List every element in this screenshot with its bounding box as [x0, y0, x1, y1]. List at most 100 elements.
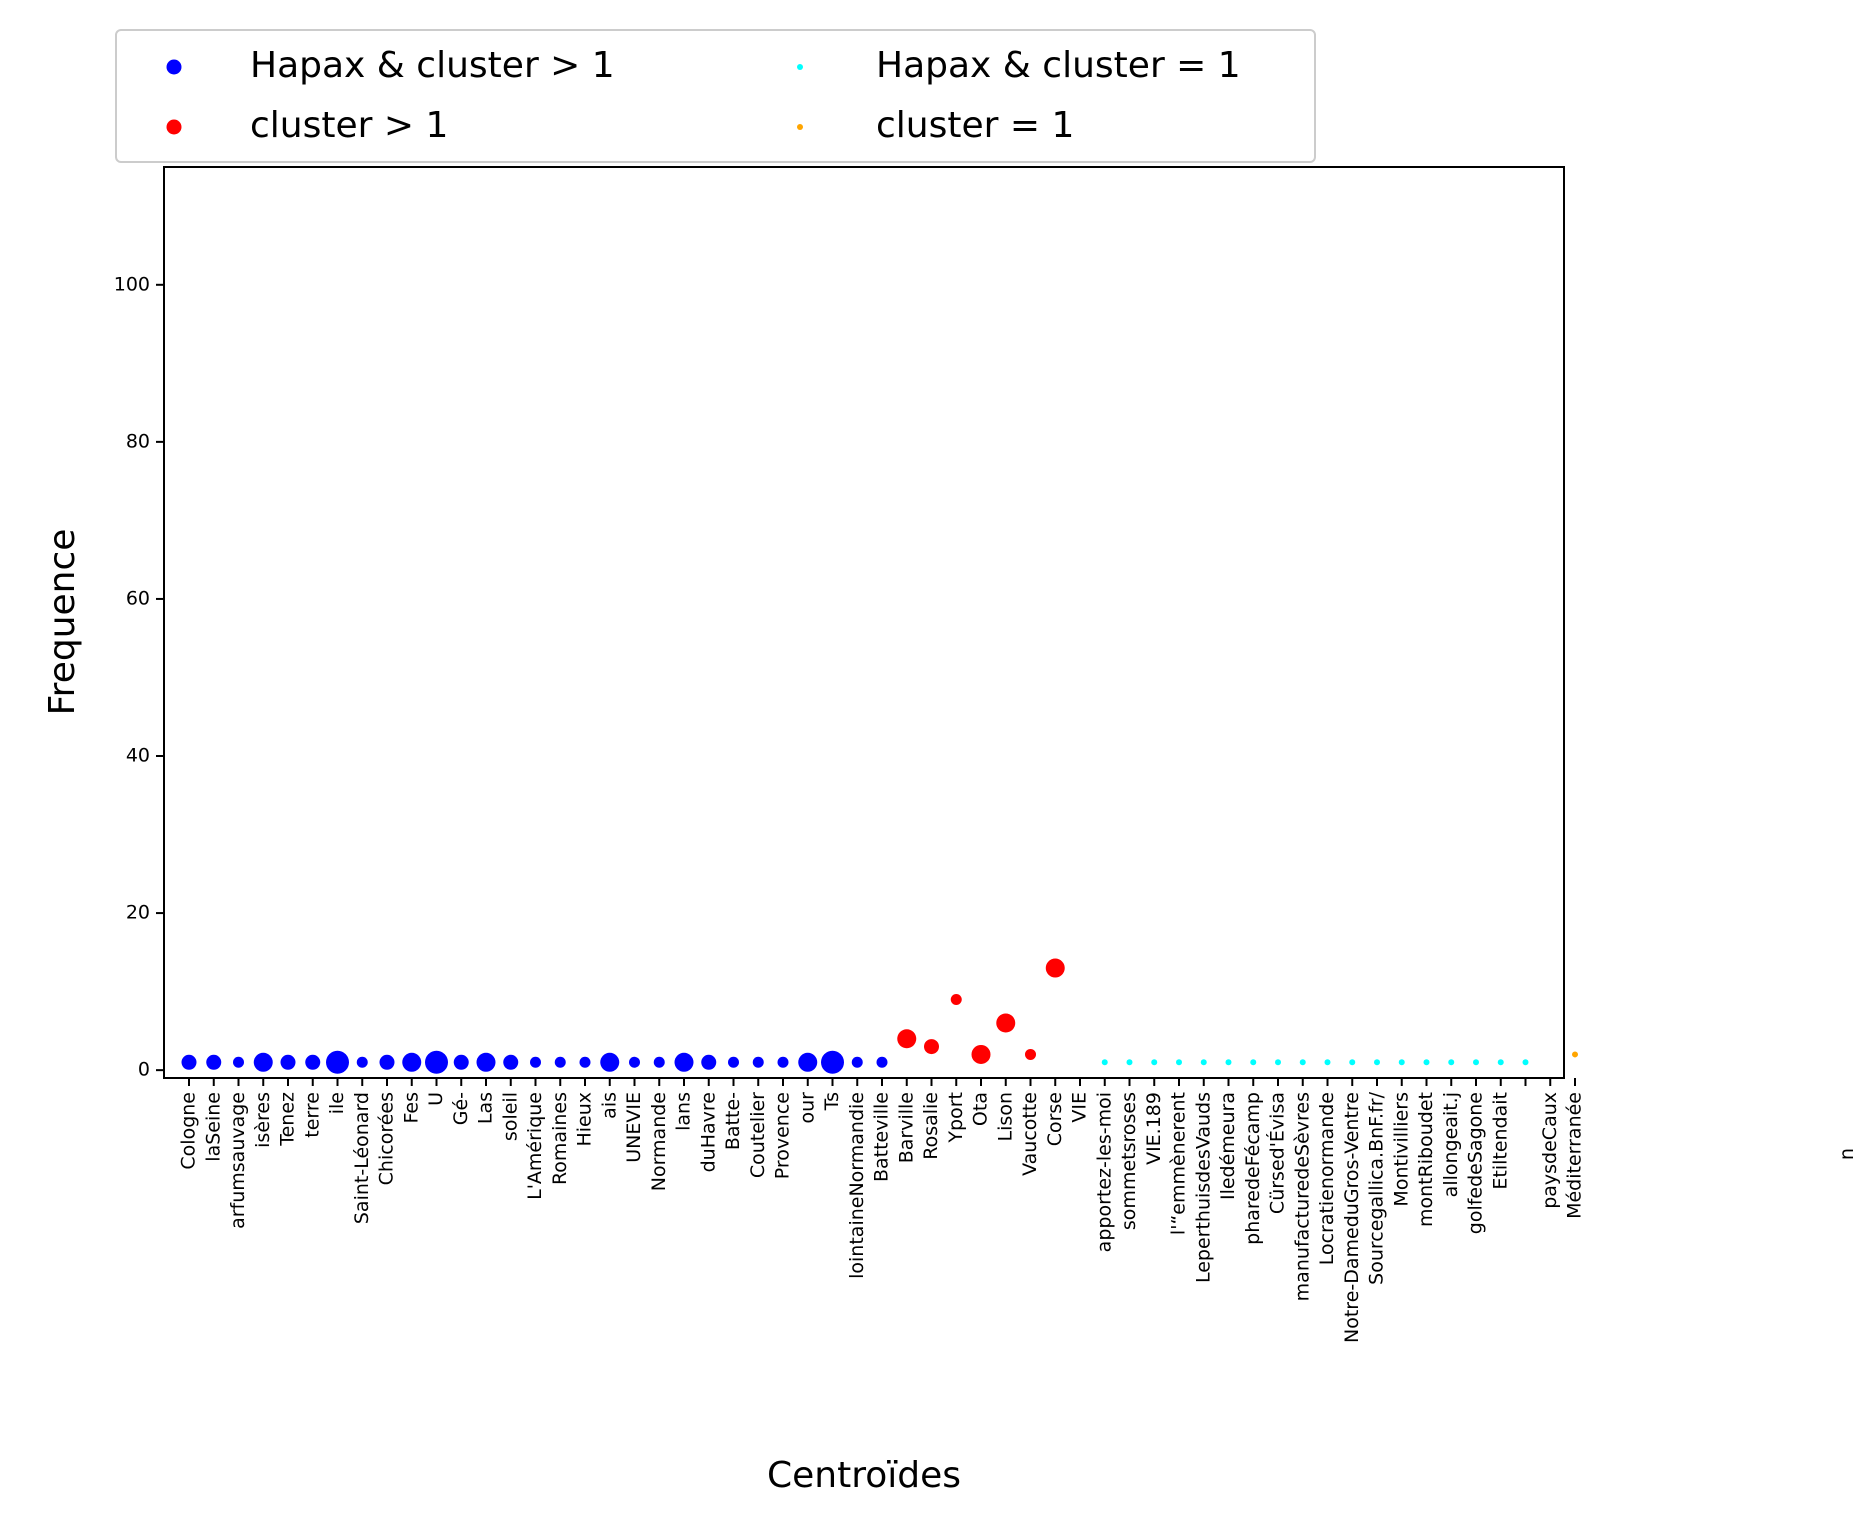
x-tick-label-batte: Batte- — [722, 1092, 744, 1150]
legend-marker-hapax-cluster-1 — [166, 59, 182, 75]
point-cluster-1-ota — [971, 1044, 991, 1064]
y-tick-label: 100 — [114, 273, 150, 295]
point-hapax-cluster-1-ile — [326, 1050, 349, 1074]
point-hapax-cluster-1-las — [476, 1052, 496, 1072]
x-tick-label-lointainenormandie: lointaineNormandie — [846, 1092, 868, 1279]
point-hapax-cluster-1-u — [425, 1050, 448, 1074]
y-tick-label: 60 — [126, 587, 150, 609]
point-hapax-cluster-1-l-am-rique — [530, 1056, 541, 1068]
x-tick-label-fes: Fes — [400, 1092, 422, 1123]
x-tick-label-apportez-les-moi: apportez-les-moi — [1093, 1092, 1115, 1252]
x-tick-label-lison: Lison — [994, 1092, 1016, 1141]
x-tick-label-m-diterran-e: Méditerranée — [1564, 1092, 1586, 1219]
legend: Hapax & cluster > 1 cluster > 1 Hapax & cl… — [115, 29, 1316, 163]
x-tick-label-l-am-rique: L'Amérique — [524, 1092, 546, 1200]
point-cluster-1-yport — [950, 993, 962, 1005]
x-tick-label-manufacturedes-vres: manufacturedeSèvres — [1291, 1092, 1313, 1301]
y-tick-label: 20 — [126, 902, 150, 924]
x-tick-label-yport: Yport — [945, 1092, 967, 1144]
x-tick-label-l-emm-nerent: l'“emmènerent — [1168, 1092, 1190, 1235]
x-tick-label-u: U — [425, 1092, 447, 1106]
legend-frame — [115, 29, 1316, 163]
point-hapax-cluster-1-hieux — [579, 1056, 591, 1068]
point-hapax-cluster-1-sommetsroses — [1126, 1059, 1133, 1066]
legend-label-hapax-cluster-1: Hapax & cluster = 1 — [876, 45, 1241, 86]
x-tick-label-golfedesagone: golfedeSagone — [1465, 1092, 1487, 1234]
point-hapax-cluster-1-golfedesagone — [1473, 1059, 1479, 1066]
point-hapax-cluster-1-blank — [1522, 1059, 1529, 1066]
point-cluster-1-rosalie — [924, 1039, 939, 1055]
point-hapax-cluster-1-laseine — [206, 1054, 222, 1070]
point-hapax-cluster-1-normande — [653, 1056, 665, 1068]
point-hapax-cluster-1-pharedef-camp — [1250, 1059, 1257, 1066]
point-hapax-cluster-1-lointainenormandie — [851, 1056, 863, 1068]
point-hapax-cluster-1-l-emm-nerent — [1176, 1059, 1182, 1066]
point-hapax-cluster-1-manufacturedes-vres — [1299, 1059, 1306, 1066]
point-hapax-cluster-1-duhavre — [701, 1054, 717, 1070]
x-tick-label-romaines: Romaines — [549, 1092, 571, 1185]
point-cluster-1-barville — [897, 1029, 917, 1049]
legend-label-hapax-cluster-1: Hapax & cluster > 1 — [250, 45, 615, 86]
point-hapax-cluster-1-sourcegallica-bnf-fr — [1374, 1059, 1380, 1066]
point-hapax-cluster-1-coutelier — [752, 1056, 764, 1068]
point-hapax-cluster-1-iled-meura — [1225, 1059, 1232, 1066]
x-tick-label-vaucotte: Vaucotte — [1019, 1092, 1041, 1176]
x-tick-label-montriboudet: montRiboudet — [1415, 1092, 1437, 1227]
x-tick-label-ile: ile — [326, 1092, 348, 1114]
point-hapax-cluster-1-notre-damedugros-ventre — [1349, 1059, 1356, 1066]
point-hapax-cluster-1-soleil — [503, 1054, 519, 1070]
x-tick-label-sommetsroses: sommetsroses — [1118, 1092, 1140, 1230]
point-hapax-cluster-1-unevie — [629, 1056, 640, 1068]
x-tick-label-tenez: Tenez — [277, 1092, 299, 1147]
point-hapax-cluster-1-ts — [821, 1050, 844, 1074]
x-tick-label-batteville: Batteville — [871, 1092, 893, 1182]
y-tick-label: 40 — [126, 745, 150, 767]
legend-label-cluster-1: cluster = 1 — [876, 105, 1074, 146]
x-tick-label-montivilliers: Montivilliers — [1390, 1092, 1412, 1207]
point-hapax-cluster-1-cologne — [181, 1054, 197, 1070]
point-hapax-cluster-1-montriboudet — [1423, 1059, 1430, 1066]
stray-label: u — [1838, 1148, 1860, 1160]
y-axis: 0 20 40 60 80 100 — [114, 273, 164, 1081]
point-hapax-cluster-1-our — [798, 1052, 818, 1072]
point-hapax-cluster-1-batte — [728, 1056, 739, 1068]
point-hapax-cluster-1-provence — [777, 1056, 789, 1068]
x-tick-label-ts: Ts — [821, 1092, 843, 1111]
x-tick-label-normande: Normande — [648, 1092, 670, 1191]
x-tick-label-provence: Provence — [772, 1092, 794, 1179]
point-hapax-cluster-1-saint-l-onard — [356, 1056, 368, 1068]
point-hapax-cluster-1-allongeait-j — [1448, 1059, 1455, 1066]
point-hapax-cluster-1-batteville — [876, 1056, 888, 1068]
x-tick-label-unevie: UNEVIE — [623, 1092, 645, 1163]
x-tick-label-locratienormande: Locratienormande — [1316, 1092, 1338, 1265]
x-tick-label-cologne: Cologne — [178, 1092, 200, 1170]
point-hapax-cluster-1-g — [453, 1054, 469, 1070]
point-hapax-cluster-1-c-rsed-visa — [1275, 1059, 1281, 1066]
x-tick-label-duhavre: duHavre — [697, 1092, 719, 1172]
x-tick-label-is-res: isères — [252, 1092, 274, 1148]
x-tick-label-etiltendait: Etiltendait — [1489, 1092, 1511, 1190]
x-tick-label-pharedef-camp: pharedeFécamp — [1242, 1092, 1264, 1245]
x-tick-label-vie-189: VIE.189 — [1143, 1092, 1165, 1165]
x-tick-label-saint-l-onard: Saint-Léonard — [351, 1092, 373, 1224]
x-tick-label-chicor-es: Chicorées — [376, 1092, 398, 1185]
point-hapax-cluster-1-apportez-les-moi — [1101, 1059, 1108, 1066]
legend-marker-hapax-cluster-1 — [797, 64, 803, 70]
x-tick-label-ota: Ota — [970, 1092, 992, 1126]
x-axis: Cologne laSeine arfumsauvage isères Tenez ter… — [178, 1078, 1586, 1343]
point-hapax-cluster-1-vie-189 — [1151, 1059, 1158, 1066]
x-tick-label-iled-meura: Iledémeura — [1217, 1092, 1239, 1200]
x-tick-label-allongeait-j: allongeait.j — [1440, 1092, 1462, 1197]
x-tick-label-sourcegallica-bnf-fr: Sourcegallica.BnF.fr/ — [1366, 1091, 1388, 1284]
point-hapax-cluster-1-terre — [305, 1054, 321, 1070]
point-cluster-1-vaucotte — [1025, 1048, 1036, 1060]
data-points — [181, 958, 1578, 1074]
x-tick-label-las: Las — [475, 1092, 497, 1124]
point-hapax-cluster-1-tenez — [280, 1054, 296, 1070]
x-tick-label-paysdecaux: paysdeCaux — [1539, 1092, 1561, 1209]
x-tick-label-barville: Barville — [895, 1092, 917, 1163]
y-tick-label: 80 — [126, 430, 150, 452]
point-hapax-cluster-1-fes — [402, 1052, 422, 1072]
x-tick-label-terre: terre — [301, 1092, 323, 1138]
